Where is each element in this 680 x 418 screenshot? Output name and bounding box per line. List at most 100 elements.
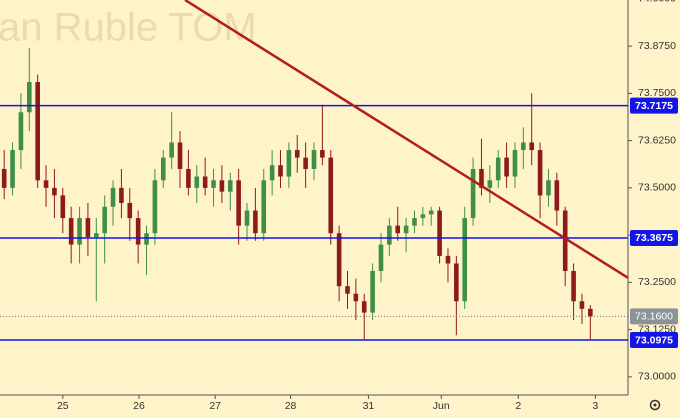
candle-body — [286, 150, 292, 177]
candle-body — [353, 293, 359, 302]
candle-body — [571, 271, 576, 302]
candle-body — [219, 180, 225, 192]
candle-body — [10, 150, 15, 188]
x-tick-label: 31 — [363, 400, 375, 412]
candle-body — [562, 210, 568, 272]
y-tick-label: 73.5000 — [638, 182, 676, 194]
candle-body — [227, 180, 233, 192]
x-tick-label: Jun — [433, 400, 450, 412]
trend-line — [184, 0, 629, 279]
candle-body — [236, 180, 241, 226]
level-label: 73.3675 — [635, 232, 673, 244]
y-tick-label: 73.7500 — [638, 87, 676, 99]
level-label-box — [630, 332, 678, 349]
candle-body — [428, 210, 434, 215]
y-tick-label: 73.0000 — [638, 371, 676, 383]
y-tick-label: 73.2500 — [638, 276, 676, 288]
candle-body — [127, 202, 133, 219]
gear[interactable] — [649, 399, 661, 411]
candle-body — [495, 157, 501, 181]
candle-body — [244, 210, 250, 226]
candle-body — [35, 82, 40, 181]
candle-body — [18, 112, 24, 151]
last-price-label: 73.1600 — [635, 311, 673, 323]
candle-body — [437, 210, 442, 256]
candle-body — [403, 225, 409, 234]
y-tick-label: 74.0000 — [638, 0, 676, 5]
y-tick-label: 73.8750 — [638, 40, 676, 52]
candle-body — [320, 150, 325, 158]
candle-body — [278, 165, 283, 177]
candle-body — [370, 271, 375, 313]
settings-icon[interactable] — [649, 399, 661, 411]
candle-body — [93, 233, 99, 237]
candle-body — [537, 150, 543, 196]
x-tick-label: 26 — [133, 400, 145, 412]
candle-body — [345, 286, 350, 294]
level-label-box — [630, 97, 678, 114]
candle-body — [68, 218, 74, 245]
candle-body — [504, 157, 509, 177]
candle-body — [311, 150, 317, 169]
candle-body — [253, 210, 258, 234]
candle-body — [412, 218, 417, 226]
candle-body — [202, 176, 208, 188]
candle-body — [420, 214, 426, 219]
x-tick-label: 2 — [515, 400, 521, 412]
candle-body — [454, 263, 459, 302]
candle-body — [261, 180, 267, 234]
candle-body — [512, 150, 518, 177]
candle-body — [387, 225, 392, 245]
candle-body — [336, 233, 342, 287]
y-tick-label: 73.6250 — [638, 134, 676, 146]
candle-body — [211, 180, 216, 188]
candle-body — [85, 218, 91, 237]
candle-body — [102, 206, 107, 234]
gear-center[interactable] — [653, 403, 657, 407]
candle-body — [395, 225, 401, 234]
x-tick-label: 25 — [57, 400, 69, 412]
candle-body — [177, 142, 183, 169]
candle-body — [546, 180, 551, 196]
candle-body — [135, 218, 141, 245]
watermark-title: an Ruble TOM — [0, 6, 257, 50]
candle-body — [52, 187, 57, 196]
candle-body — [1, 168, 7, 188]
candle-body — [303, 157, 308, 169]
candle-body — [470, 168, 476, 219]
candle-body — [479, 168, 484, 188]
candle-body — [194, 176, 200, 188]
candle-body — [110, 187, 116, 207]
candle-body — [294, 150, 300, 158]
x-tick-label: 28 — [285, 400, 297, 412]
candle-body — [588, 308, 593, 317]
candle-body — [169, 142, 174, 158]
candle-body — [77, 218, 82, 245]
candle-body — [152, 180, 158, 234]
candle-body — [554, 180, 560, 211]
candle-body — [529, 142, 535, 151]
x-tick-label: 3 — [592, 400, 598, 412]
candle-body — [60, 195, 66, 219]
candle-body — [462, 218, 468, 302]
candle-body — [186, 168, 191, 188]
last-price-box — [630, 308, 678, 325]
candle-body — [361, 301, 367, 313]
candle-body — [27, 82, 32, 113]
candle-body — [119, 187, 124, 203]
candle-body — [43, 180, 49, 188]
candle-body — [378, 244, 384, 272]
candle-body — [269, 165, 275, 181]
level-label: 73.0975 — [635, 334, 673, 346]
candle-body — [521, 142, 526, 151]
x-tick-label: 27 — [209, 400, 221, 412]
candle-body — [579, 301, 585, 309]
candle-body — [328, 157, 334, 234]
level-label: 73.7175 — [635, 100, 673, 112]
candle-body — [160, 157, 166, 181]
candle-body — [445, 255, 451, 264]
level-label-box — [630, 229, 678, 246]
candle-body — [144, 233, 149, 245]
candle-body — [487, 180, 493, 188]
